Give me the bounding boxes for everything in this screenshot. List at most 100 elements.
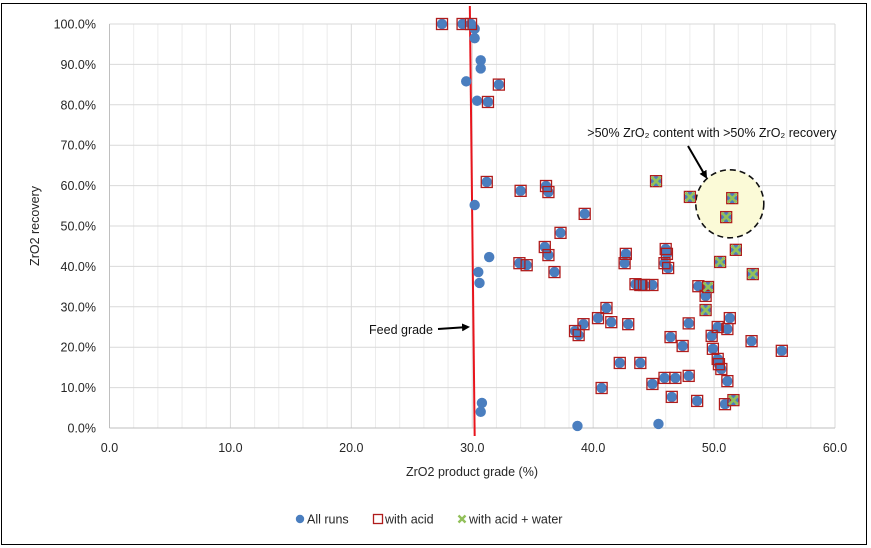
data-point-with-acid (629, 278, 642, 291)
x-tick-label: 20.0 (339, 441, 363, 455)
data-point-all-runs (578, 318, 589, 330)
x-axis-title: ZrO2 product grade (%) (406, 465, 538, 479)
legend: All runs with acid with acid + water (295, 513, 562, 527)
y-tick-label: 40.0% (61, 260, 96, 274)
data-point-with-acid (682, 369, 695, 383)
legend-label: All runs (307, 513, 349, 527)
y-tick-label: 100.0% (54, 18, 96, 32)
x-stroke (650, 175, 662, 187)
data-point-all-runs (493, 79, 505, 90)
data-point-all-runs (471, 95, 483, 106)
data-point-with-acid (578, 207, 591, 221)
data-point-with-acid (721, 322, 734, 336)
legend-item: with acid (372, 513, 434, 527)
x-stroke (714, 256, 726, 268)
data-point-with-acid (701, 280, 715, 294)
y-tick-label: 0.0% (68, 422, 97, 436)
data-point-with-acid (727, 393, 740, 407)
data-point-with-acid (692, 280, 705, 293)
data-point-with-acid (538, 240, 551, 254)
data-point-with-acid (691, 394, 704, 408)
data-point-with-acid (591, 311, 605, 325)
data-point-with-acid (622, 318, 635, 331)
legend-marker-circle (295, 514, 305, 524)
x-tick-label: 30.0 (460, 441, 484, 455)
data-point-all-runs (483, 251, 495, 263)
data-point-all-runs (722, 375, 733, 387)
data-point-all-runs (469, 32, 480, 44)
data-point-with-acid (548, 265, 561, 279)
highlight-annotation-label: >50% ZrO₂ content with >50% ZrO₂ recover… (587, 126, 837, 140)
x-stroke (684, 191, 696, 203)
data-point-with-acid (658, 257, 671, 270)
data-point-with-acid (520, 259, 533, 272)
data-point-all-runs (666, 391, 677, 403)
data-point-with-acid (775, 344, 788, 357)
feed-grade-line-group (468, 5, 476, 437)
y-tick-label: 70.0% (61, 139, 96, 153)
data-point-all-runs (662, 262, 674, 274)
data-point-all-runs (619, 257, 630, 269)
data-point-all-runs (647, 279, 658, 291)
data-point-with-acid (646, 278, 659, 292)
x-stroke (747, 268, 759, 280)
data-point-with-acid-water (726, 192, 738, 204)
data-point-with-acid (726, 191, 739, 205)
annotations: >50% ZrO₂ content with >50% ZrO₂ recover… (369, 126, 837, 337)
data-point-with-acid (664, 330, 677, 344)
data-point-all-runs (677, 340, 688, 352)
data-point-with-acid-water (728, 394, 739, 406)
feed-grade-arrow (437, 323, 470, 332)
x-stroke (730, 244, 742, 256)
data-point-all-runs (707, 343, 719, 355)
data-point-with-acid (699, 303, 712, 317)
x-stroke (726, 192, 738, 204)
data-point-all-runs (475, 55, 486, 66)
data-point-with-acid (513, 257, 526, 270)
data-point-with-acid (464, 17, 478, 31)
data-point-with-acid (554, 226, 567, 240)
data-point-with-acid (619, 247, 632, 261)
y-tick-label: 60.0% (61, 179, 96, 193)
data-point-all-runs (469, 23, 480, 35)
data-point-all-runs (693, 280, 704, 292)
data-point-all-runs (722, 323, 733, 335)
data-point-all-runs (746, 335, 757, 347)
y-tick-label: 10.0% (61, 381, 96, 395)
data-point-with-acid (676, 339, 689, 353)
y-axis-title: ZrO2 recovery (28, 185, 42, 266)
x-tick-label: 50.0 (702, 441, 726, 455)
data-point-with-acid (456, 17, 469, 31)
data-point-with-acid (646, 377, 659, 391)
legend-label: with acid + water (468, 513, 562, 527)
data-point-all-runs (683, 318, 694, 329)
data-point-all-runs (482, 96, 494, 108)
data-point-all-runs (549, 266, 560, 278)
data-point-all-runs (659, 372, 670, 384)
data-point-all-runs (543, 249, 554, 261)
data-point-with-acid (605, 316, 618, 329)
data-point-all-runs (712, 321, 723, 333)
data-point-all-runs (475, 63, 486, 74)
data-point-with-acid (514, 184, 527, 198)
highlight-annotation-arrow (687, 145, 708, 179)
data-point-with-acid (660, 247, 674, 261)
data-point-with-acid (712, 358, 726, 371)
data-point-with-acid-water (720, 211, 732, 223)
data-point-with-acid-water (730, 244, 742, 256)
data-point-with-acid (705, 329, 718, 343)
data-point-with-acid (661, 261, 675, 275)
data-point-all-runs (670, 372, 681, 384)
data-point-with-acid (634, 356, 647, 370)
data-point-with-acid (600, 301, 613, 315)
data-point-with-acid (613, 356, 626, 370)
data-point-with-acid (572, 328, 585, 342)
data-point-all-runs (596, 382, 607, 394)
data-point-with-acid (665, 390, 678, 404)
data-point-all-runs (700, 290, 711, 302)
y-tick-label: 80.0% (61, 98, 96, 112)
data-point-all-runs (683, 370, 694, 382)
data-point-with-acid (618, 257, 631, 270)
data-point-with-acid (649, 175, 663, 188)
